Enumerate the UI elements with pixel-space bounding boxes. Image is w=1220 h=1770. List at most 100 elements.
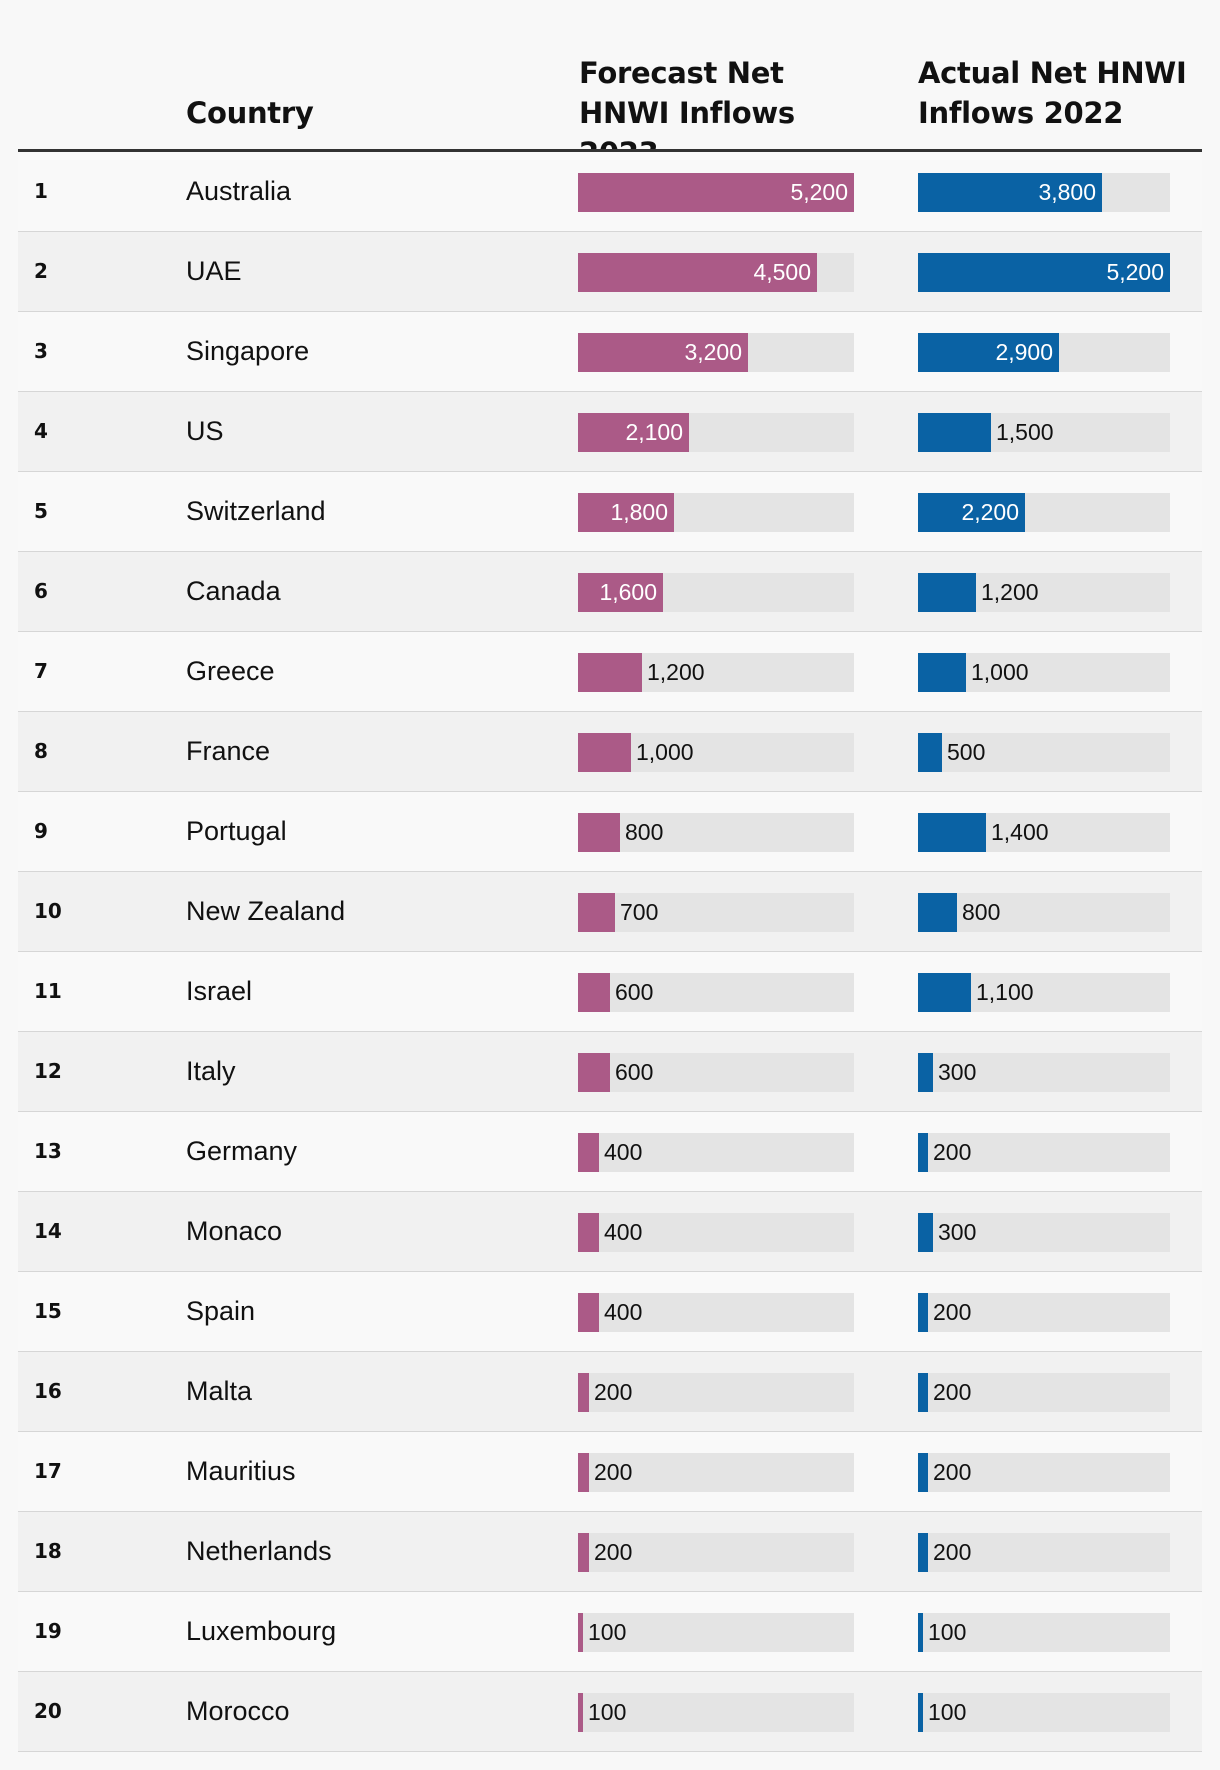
country-cell: Monaco bbox=[186, 1216, 283, 1246]
rank-cell: 9 bbox=[34, 819, 48, 843]
actual-bar bbox=[918, 813, 986, 852]
country-cell: Switzerland bbox=[186, 496, 326, 526]
rank-cell: 17 bbox=[34, 1459, 62, 1483]
forecast-bar bbox=[578, 573, 663, 612]
actual-value-label: 1,100 bbox=[976, 979, 1034, 1005]
forecast-bar bbox=[578, 333, 748, 372]
table-row: 13 Germany 400 200 bbox=[18, 1112, 1202, 1192]
forecast-value-label: 5,200 bbox=[790, 179, 848, 205]
rank-cell: 6 bbox=[34, 579, 48, 603]
table-row: 20 Morocco 100 100 bbox=[18, 1672, 1202, 1752]
forecast-bar-track: 100 bbox=[578, 1613, 854, 1652]
table-row: 3 Singapore 3,200 2,900 bbox=[18, 312, 1202, 392]
actual-bar-track: 2,200 bbox=[918, 493, 1170, 532]
table-row: 14 Monaco 400 300 bbox=[18, 1192, 1202, 1272]
actual-bar-track: 1,000 bbox=[918, 653, 1170, 692]
actual-bar-track: 200 bbox=[918, 1373, 1170, 1412]
actual-value-label: 100 bbox=[928, 1699, 967, 1725]
forecast-value-label: 4,500 bbox=[753, 259, 811, 285]
country-cell: New Zealand bbox=[186, 896, 346, 926]
forecast-bar bbox=[578, 1373, 589, 1412]
actual-bar-track: 100 bbox=[918, 1693, 1170, 1732]
actual-value-label: 2,200 bbox=[961, 499, 1019, 525]
actual-bar-track: 300 bbox=[918, 1053, 1170, 1092]
table-row: 15 Spain 400 200 bbox=[18, 1272, 1202, 1352]
rank-cell: 15 bbox=[34, 1299, 62, 1323]
actual-bar-track: 1,100 bbox=[918, 973, 1170, 1012]
country-cell: Canada bbox=[186, 576, 281, 606]
forecast-value-label: 2,100 bbox=[625, 419, 683, 445]
rank-cell: 5 bbox=[34, 499, 48, 523]
country-cell: Morocco bbox=[186, 1696, 290, 1726]
actual-bar bbox=[918, 1293, 928, 1332]
country-cell: Luxembourg bbox=[186, 1616, 337, 1646]
forecast-bar-track: 100 bbox=[578, 1693, 854, 1732]
table-row: 1 Australia 5,200 3,800 bbox=[18, 152, 1202, 232]
forecast-bar-track: 400 bbox=[578, 1213, 854, 1252]
country-cell: Portugal bbox=[186, 816, 287, 846]
actual-bar bbox=[918, 1613, 923, 1652]
actual-column-header: Actual Net HNWI Inflows 2022 bbox=[918, 56, 1187, 130]
forecast-bar-track: 1,000 bbox=[578, 733, 854, 772]
forecast-value-label: 100 bbox=[588, 1699, 627, 1725]
forecast-bar-track: 2,100 bbox=[578, 413, 854, 452]
actual-value-label: 800 bbox=[962, 899, 1001, 925]
forecast-bar bbox=[578, 1453, 589, 1492]
forecast-bar-track: 600 bbox=[578, 1053, 854, 1092]
table-row: 2 UAE 4,500 5,200 bbox=[18, 232, 1202, 312]
forecast-value-label: 600 bbox=[615, 1059, 654, 1085]
actual-bar bbox=[918, 1373, 928, 1412]
rank-cell: 4 bbox=[34, 419, 48, 443]
actual-bar bbox=[918, 493, 1025, 532]
actual-value-label: 1,200 bbox=[981, 579, 1039, 605]
actual-value-label: 2,900 bbox=[995, 339, 1053, 365]
actual-bar bbox=[918, 1053, 933, 1092]
actual-value-label: 100 bbox=[928, 1619, 967, 1645]
forecast-value-label: 600 bbox=[615, 979, 654, 1005]
forecast-bar bbox=[578, 493, 674, 532]
actual-bar-track: 100 bbox=[918, 1613, 1170, 1652]
table-row: 17 Mauritius 200 200 bbox=[18, 1432, 1202, 1512]
forecast-value-label: 1,800 bbox=[610, 499, 668, 525]
forecast-value-label: 1,600 bbox=[599, 579, 657, 605]
actual-value-label: 200 bbox=[933, 1539, 972, 1565]
forecast-bar bbox=[578, 1533, 589, 1572]
actual-bar bbox=[918, 1133, 928, 1172]
actual-bar-track: 5,200 bbox=[918, 253, 1170, 292]
forecast-bar-track: 200 bbox=[578, 1373, 854, 1412]
forecast-bar-track: 3,200 bbox=[578, 333, 854, 372]
country-column-header: Country bbox=[186, 96, 314, 130]
rank-cell: 14 bbox=[34, 1219, 62, 1243]
country-cell: Singapore bbox=[186, 336, 310, 366]
forecast-value-label: 800 bbox=[625, 819, 664, 845]
forecast-bar bbox=[578, 413, 689, 452]
actual-bar-track: 500 bbox=[918, 733, 1170, 772]
table-row: 18 Netherlands 200 200 bbox=[18, 1512, 1202, 1592]
table-row: 7 Greece 1,200 1,000 bbox=[18, 632, 1202, 712]
actual-bar bbox=[918, 653, 966, 692]
rank-cell: 16 bbox=[34, 1379, 62, 1403]
table-row: 9 Portugal 800 1,400 bbox=[18, 792, 1202, 872]
forecast-bar bbox=[578, 973, 610, 1012]
actual-bar-track: 3,800 bbox=[918, 173, 1170, 212]
rank-cell: 8 bbox=[34, 739, 48, 763]
actual-bar-track: 2,900 bbox=[918, 333, 1170, 372]
forecast-value-label: 200 bbox=[594, 1379, 633, 1405]
forecast-bar-track: 5,200 bbox=[578, 173, 854, 212]
forecast-bar-track: 1,600 bbox=[578, 573, 854, 612]
rank-cell: 11 bbox=[34, 979, 62, 1003]
country-cell: Mauritius bbox=[186, 1456, 296, 1486]
rank-cell: 10 bbox=[34, 899, 62, 923]
country-cell: Israel bbox=[186, 976, 253, 1006]
actual-value-label: 5,200 bbox=[1106, 259, 1164, 285]
actual-value-label: 200 bbox=[933, 1379, 972, 1405]
forecast-value-label: 400 bbox=[604, 1299, 643, 1325]
actual-bar bbox=[918, 173, 1102, 212]
forecast-bar bbox=[578, 1693, 583, 1732]
actual-bar-track: 800 bbox=[918, 893, 1170, 932]
actual-value-label: 300 bbox=[938, 1219, 977, 1245]
forecast-bar bbox=[578, 1133, 599, 1172]
actual-bar-track: 1,200 bbox=[918, 573, 1170, 612]
forecast-value-label: 700 bbox=[620, 899, 659, 925]
